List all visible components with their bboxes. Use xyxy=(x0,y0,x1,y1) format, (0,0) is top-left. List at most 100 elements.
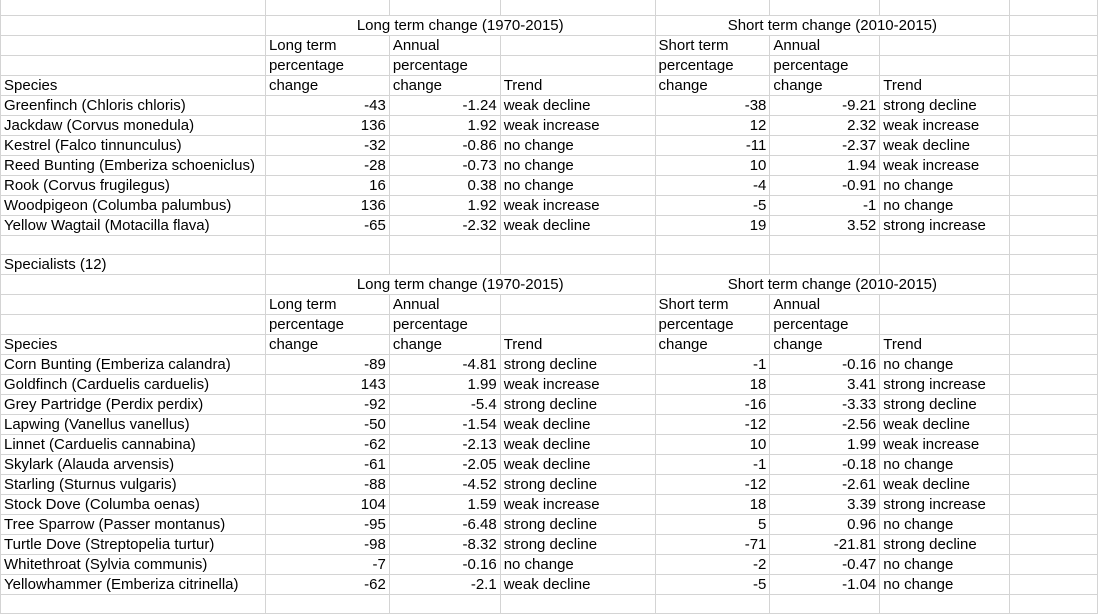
st-pct-header[interactable]: percentage xyxy=(654,55,771,76)
lt-annual-cell[interactable]: -4.81 xyxy=(388,354,501,375)
st-annual-cell[interactable]: -9.21 xyxy=(769,95,881,116)
lt-pct-header[interactable]: change xyxy=(264,75,390,96)
lt-trend-header[interactable] xyxy=(499,55,656,76)
lt-trend-header[interactable] xyxy=(499,314,656,335)
lt-annual-header[interactable]: change xyxy=(388,75,501,96)
lt-pct-cell[interactable]: -32 xyxy=(264,135,390,156)
generalists-short-term-header[interactable]: Short term change (2010-2015) xyxy=(654,15,1011,36)
lt-trend-cell[interactable]: strong decline xyxy=(499,534,656,555)
empty-cell[interactable] xyxy=(1009,594,1098,614)
lt-pct-cell[interactable]: -7 xyxy=(264,554,390,575)
lt-pct-cell[interactable]: 136 xyxy=(264,195,390,216)
species-cell[interactable]: Starling (Sturnus vulgaris) xyxy=(0,474,266,495)
lt-pct-cell[interactable]: -62 xyxy=(264,434,390,455)
lt-pct-cell[interactable]: -28 xyxy=(264,155,390,176)
empty-cell[interactable] xyxy=(1009,394,1098,415)
st-annual-cell[interactable]: -0.16 xyxy=(769,354,881,375)
species-header[interactable]: Species xyxy=(0,334,266,355)
species-header[interactable] xyxy=(0,314,266,335)
specialists-long-term-header[interactable]: Long term change (1970-2015) xyxy=(264,274,656,295)
lt-trend-header[interactable]: Trend xyxy=(499,334,656,355)
lt-trend-cell[interactable]: weak decline xyxy=(499,434,656,455)
st-trend-header[interactable]: Trend xyxy=(879,75,1011,96)
lt-annual-cell[interactable]: -0.16 xyxy=(388,554,501,575)
lt-annual-cell[interactable]: -4.52 xyxy=(388,474,501,495)
st-pct-cell[interactable]: -4 xyxy=(654,175,771,196)
empty-cell[interactable] xyxy=(499,235,656,255)
lt-annual-cell[interactable]: -0.73 xyxy=(388,155,501,176)
st-pct-header[interactable]: Short term xyxy=(654,35,771,56)
st-trend-cell[interactable]: no change xyxy=(879,554,1011,575)
lt-trend-cell[interactable]: strong decline xyxy=(499,354,656,375)
st-pct-header[interactable]: change xyxy=(654,334,771,355)
lt-trend-header[interactable] xyxy=(499,294,656,315)
empty-cell[interactable] xyxy=(1009,534,1098,555)
empty-cell[interactable] xyxy=(1009,115,1098,136)
st-pct-cell[interactable]: -5 xyxy=(654,574,771,595)
empty-cell[interactable] xyxy=(1009,15,1098,36)
st-annual-header[interactable]: Annual xyxy=(769,294,881,315)
st-trend-cell[interactable]: strong increase xyxy=(879,215,1011,236)
empty-cell[interactable] xyxy=(388,235,501,255)
species-header[interactable] xyxy=(0,55,266,76)
st-annual-header[interactable]: change xyxy=(769,334,881,355)
lt-pct-cell[interactable]: -62 xyxy=(264,574,390,595)
st-annual-cell[interactable]: 2.32 xyxy=(769,115,881,136)
lt-annual-header[interactable]: percentage xyxy=(388,314,501,335)
st-pct-cell[interactable]: 5 xyxy=(654,514,771,535)
lt-trend-cell[interactable]: strong decline xyxy=(499,514,656,535)
species-cell[interactable]: Kestrel (Falco tinnunculus) xyxy=(0,135,266,156)
lt-annual-header[interactable]: Annual xyxy=(388,35,501,56)
species-cell[interactable]: Yellow Wagtail (Motacilla flava) xyxy=(0,215,266,236)
lt-pct-cell[interactable]: 136 xyxy=(264,115,390,136)
empty-cell[interactable] xyxy=(1009,235,1098,255)
empty-cell[interactable] xyxy=(388,254,501,275)
empty-cell[interactable] xyxy=(769,594,881,614)
st-trend-cell[interactable]: no change xyxy=(879,574,1011,595)
empty-cell[interactable] xyxy=(264,0,390,16)
empty-cell[interactable] xyxy=(499,594,656,614)
empty-cell[interactable] xyxy=(264,254,390,275)
lt-trend-header[interactable] xyxy=(499,35,656,56)
empty-cell[interactable] xyxy=(1009,215,1098,236)
st-annual-cell[interactable]: -2.61 xyxy=(769,474,881,495)
st-trend-header[interactable] xyxy=(879,35,1011,56)
species-cell[interactable]: Reed Bunting (Emberiza schoeniclus) xyxy=(0,155,266,176)
empty-cell[interactable] xyxy=(769,235,881,255)
lt-annual-cell[interactable]: 1.92 xyxy=(388,195,501,216)
empty-cell[interactable] xyxy=(1009,494,1098,515)
lt-annual-cell[interactable]: -2.1 xyxy=(388,574,501,595)
empty-cell[interactable] xyxy=(1009,35,1098,56)
st-trend-cell[interactable]: weak increase xyxy=(879,434,1011,455)
st-trend-cell[interactable]: strong increase xyxy=(879,374,1011,395)
empty-cell[interactable] xyxy=(654,235,771,255)
lt-trend-cell[interactable]: no change xyxy=(499,135,656,156)
species-header[interactable]: Species xyxy=(0,75,266,96)
st-annual-cell[interactable]: -2.56 xyxy=(769,414,881,435)
st-trend-cell[interactable]: weak increase xyxy=(879,115,1011,136)
st-pct-cell[interactable]: -71 xyxy=(654,534,771,555)
lt-pct-cell[interactable]: 143 xyxy=(264,374,390,395)
empty-cell[interactable] xyxy=(1009,374,1098,395)
empty-cell[interactable] xyxy=(1009,314,1098,335)
st-pct-cell[interactable]: -12 xyxy=(654,414,771,435)
lt-annual-header[interactable]: change xyxy=(388,334,501,355)
species-header[interactable] xyxy=(0,294,266,315)
lt-pct-cell[interactable]: -92 xyxy=(264,394,390,415)
empty-cell[interactable] xyxy=(1009,414,1098,435)
st-pct-cell[interactable]: -11 xyxy=(654,135,771,156)
st-annual-header[interactable]: percentage xyxy=(769,314,881,335)
empty-cell[interactable] xyxy=(879,0,1011,16)
lt-trend-cell[interactable]: no change xyxy=(499,155,656,176)
lt-pct-cell[interactable]: -43 xyxy=(264,95,390,116)
st-trend-cell[interactable]: no change xyxy=(879,354,1011,375)
empty-cell[interactable] xyxy=(1009,254,1098,275)
st-pct-cell[interactable]: -38 xyxy=(654,95,771,116)
lt-trend-cell[interactable]: weak increase xyxy=(499,494,656,515)
st-trend-cell[interactable]: weak decline xyxy=(879,414,1011,435)
empty-cell[interactable] xyxy=(1009,474,1098,495)
lt-pct-cell[interactable]: 104 xyxy=(264,494,390,515)
lt-trend-cell[interactable]: weak increase xyxy=(499,195,656,216)
st-pct-cell[interactable]: 18 xyxy=(654,374,771,395)
lt-annual-cell[interactable]: -1.24 xyxy=(388,95,501,116)
